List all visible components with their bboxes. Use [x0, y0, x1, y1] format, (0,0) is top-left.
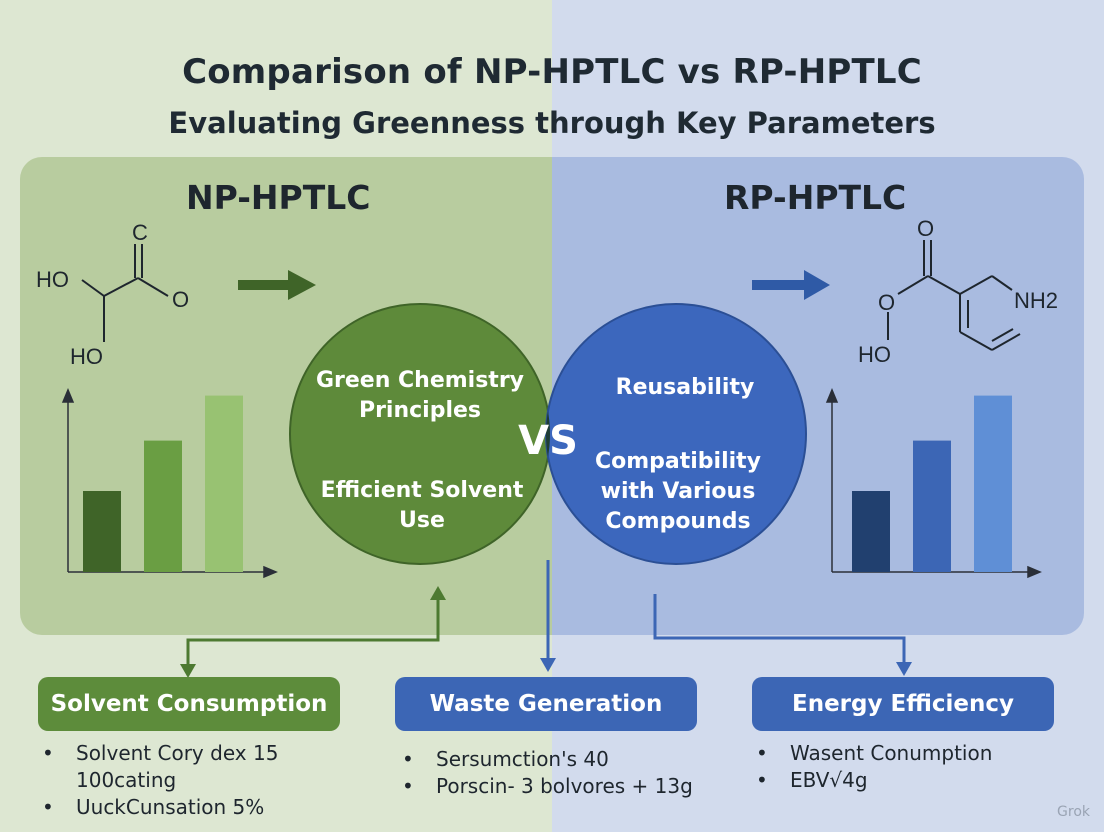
np-molecule-atom-c: C	[132, 220, 148, 245]
venn-left-item-1: Green Chemistry Principles	[315, 368, 525, 423]
venn-left-item-2: Efficient Solvent Use	[320, 478, 524, 533]
rp-molecule-atom-ho: HO	[858, 342, 891, 367]
parameter-waste-generation: Waste Generation	[395, 677, 697, 731]
venn-right-item-2: Compatibility with Various Compounds	[594, 449, 762, 534]
rp-molecule-atom-o: O	[878, 290, 895, 315]
np-molecule-atom-o: O	[172, 287, 189, 312]
list-item: Sersumction's 40	[398, 746, 718, 773]
page-title: Comparison of NP-HPTLC vs RP-HPTLC	[182, 52, 922, 92]
connector-arrowheads	[180, 586, 912, 678]
np-hptlc-heading: NP-HPTLC	[186, 178, 371, 217]
list-item: Wasent Conumption	[752, 740, 1052, 767]
rp-molecule-atom-o-top: O	[917, 216, 934, 241]
list-item: Porscin- 3 bolvores + 13g	[398, 773, 718, 800]
parameter-solvent-consumption: Solvent Consumption	[38, 677, 340, 731]
np-molecule-atom-ho-top: HO	[36, 267, 69, 292]
rp-bar-2	[913, 440, 951, 572]
rp-bar-series	[852, 395, 1012, 572]
np-bar-1	[83, 491, 121, 572]
rp-hptlc-heading: RP-HPTLC	[724, 178, 907, 217]
np-bar-series	[83, 395, 243, 572]
page-subtitle: Evaluating Greenness through Key Paramet…	[168, 106, 936, 140]
connector-lines	[186, 560, 906, 668]
rp-molecule-atom-nh2: NH2	[1014, 288, 1058, 313]
np-arrow-icon	[238, 270, 316, 300]
rp-bar-3	[974, 395, 1012, 572]
rp-bar-1	[852, 491, 890, 572]
watermark-logo: Grok	[1057, 804, 1090, 820]
venn-right-item-1: Reusability	[615, 375, 755, 400]
waste-generation-bullets: Sersumction's 40 Porscin- 3 bolvores + 1…	[398, 746, 718, 800]
list-item: UuckCunsation 5%	[38, 794, 338, 821]
vs-label: VS	[518, 418, 578, 464]
np-molecule-structure	[81, 244, 169, 342]
rp-molecule-structure	[887, 240, 1021, 351]
solvent-consumption-bullets: Solvent Cory dex 15 100cating UuckCunsat…	[38, 740, 338, 821]
np-bar-3	[205, 395, 243, 572]
rp-arrow-icon	[752, 270, 830, 300]
list-item: EBV√4g	[752, 767, 1052, 794]
list-item: Solvent Cory dex 15	[38, 740, 338, 767]
energy-efficiency-bullets: Wasent Conumption EBV√4g	[752, 740, 1052, 794]
parameter-energy-efficiency: Energy Efficiency	[752, 677, 1054, 731]
np-molecule-atom-ho-bottom: HO	[70, 344, 103, 369]
list-item: 100cating	[76, 768, 177, 792]
np-bar-2	[144, 440, 182, 572]
